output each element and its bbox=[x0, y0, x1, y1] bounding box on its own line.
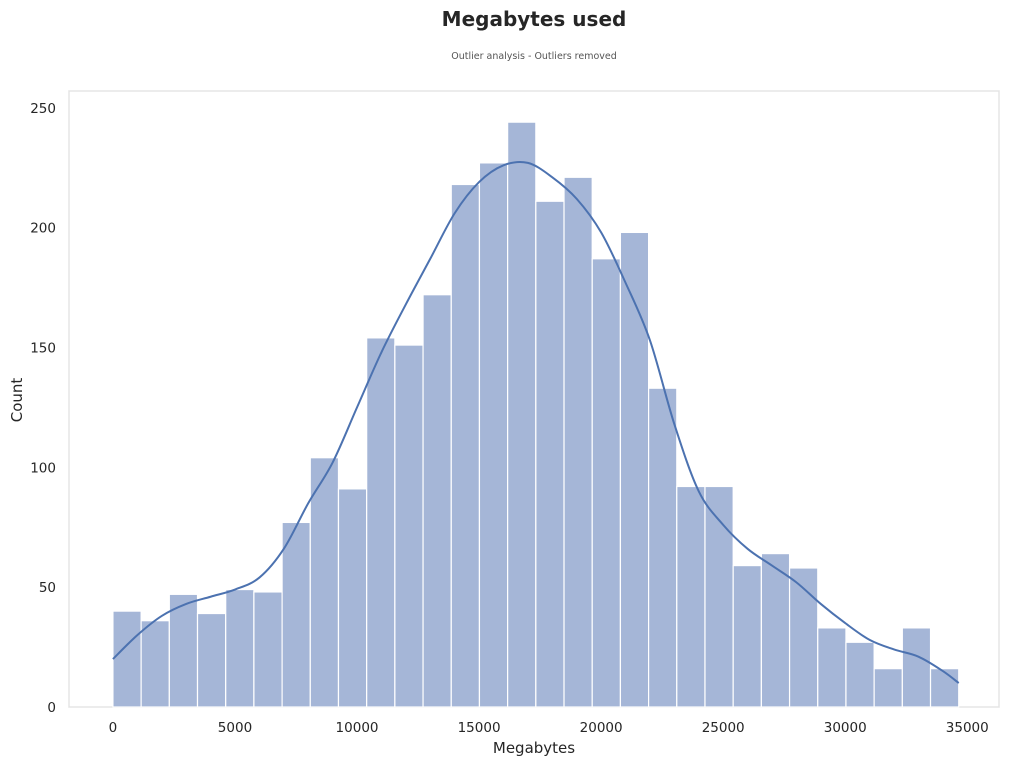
histogram-bar bbox=[648, 387, 678, 708]
histogram-bar bbox=[422, 294, 452, 708]
histogram-bar bbox=[732, 564, 762, 708]
histogram-bar bbox=[676, 485, 706, 708]
y-tick-labels: 0 50 100 150 200 250 bbox=[30, 101, 56, 716]
histogram-bar bbox=[253, 591, 283, 708]
x-tick-label: 10000 bbox=[336, 720, 379, 736]
histogram-bar bbox=[366, 337, 396, 708]
y-tick-label: 100 bbox=[30, 460, 56, 476]
histogram-bar bbox=[929, 668, 960, 708]
histogram-bar bbox=[788, 567, 819, 708]
x-tick-labels: 0 5000 10000 15000 20000 25000 30000 35000 bbox=[109, 720, 989, 736]
x-tick-label: 15000 bbox=[458, 720, 501, 736]
histogram-bar bbox=[478, 162, 509, 708]
x-tick-label: 30000 bbox=[824, 720, 867, 736]
histogram-bar bbox=[563, 176, 593, 708]
bars-group bbox=[112, 121, 960, 708]
y-axis-label: Count bbox=[8, 378, 26, 423]
x-axis-label: Megabytes bbox=[493, 739, 575, 757]
x-tick-label: 35000 bbox=[946, 720, 989, 736]
histogram-bar bbox=[901, 627, 932, 708]
histogram-bar bbox=[281, 521, 311, 708]
x-tick-label: 0 bbox=[109, 720, 118, 736]
kde-curve bbox=[112, 160, 960, 684]
histogram-bar bbox=[535, 200, 565, 708]
histogram-bar bbox=[337, 488, 368, 708]
histogram-bar bbox=[168, 593, 199, 708]
y-tick-label: 250 bbox=[30, 101, 56, 117]
y-tick-label: 50 bbox=[39, 580, 56, 596]
histogram-bar bbox=[704, 485, 734, 708]
y-tick-label: 200 bbox=[30, 221, 56, 237]
histogram-bar bbox=[591, 258, 622, 708]
histogram-bar bbox=[873, 668, 903, 708]
y-tick-label: 0 bbox=[47, 700, 56, 716]
histogram-bar bbox=[196, 612, 227, 708]
histogram-bar bbox=[112, 610, 142, 708]
histogram-bar bbox=[817, 627, 847, 708]
chart-title: Megabytes used bbox=[442, 7, 627, 31]
x-tick-label: 20000 bbox=[580, 720, 623, 736]
y-tick-label: 150 bbox=[30, 340, 56, 356]
histogram-bar bbox=[507, 121, 537, 708]
histogram-bar bbox=[845, 641, 875, 708]
histogram-bar bbox=[309, 457, 340, 708]
histogram-bar bbox=[140, 620, 170, 708]
chart-subtitle: Outlier analysis - Outliers removed bbox=[451, 51, 617, 62]
x-tick-label: 5000 bbox=[218, 720, 252, 736]
x-tick-label: 25000 bbox=[702, 720, 745, 736]
histogram-bar bbox=[225, 588, 255, 708]
histogram-bar bbox=[760, 552, 791, 708]
histogram-bar bbox=[450, 183, 481, 708]
histogram-bar bbox=[394, 344, 424, 708]
